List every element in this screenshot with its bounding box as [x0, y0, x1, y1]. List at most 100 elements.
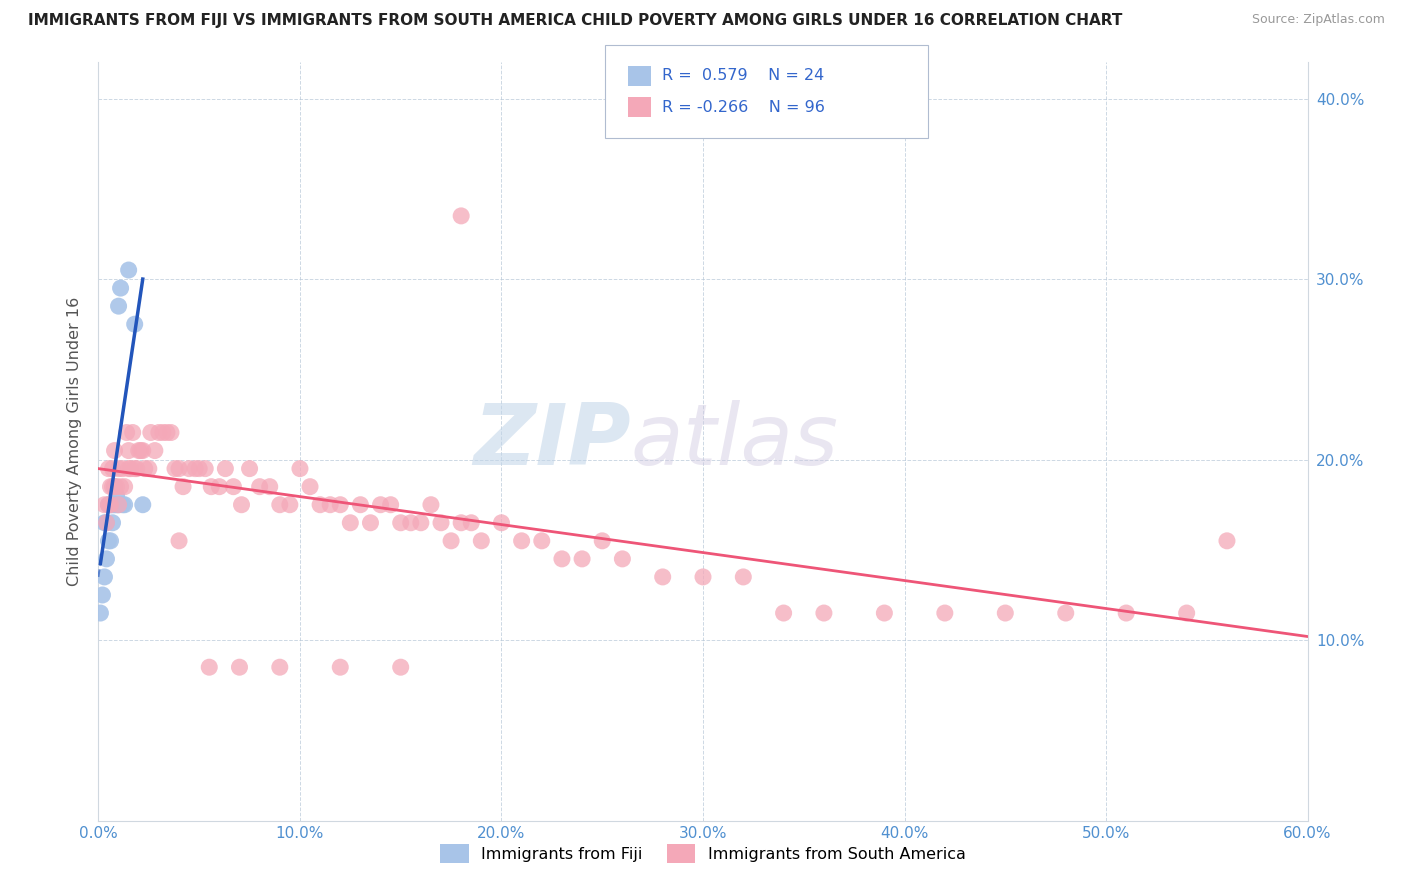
Point — [420, 498, 443, 512]
Point — [259, 480, 281, 494]
Point — [510, 533, 533, 548]
Point — [115, 425, 138, 440]
Point — [100, 498, 122, 512]
Point — [389, 660, 412, 674]
Point — [107, 299, 129, 313]
Point — [97, 498, 120, 512]
Point — [309, 498, 332, 512]
Point — [208, 480, 231, 494]
Point — [184, 461, 207, 475]
Point — [129, 443, 152, 458]
Point — [143, 443, 166, 458]
Point — [114, 480, 136, 494]
Point — [1216, 533, 1239, 548]
Point — [110, 480, 132, 494]
Point — [231, 498, 253, 512]
Point — [194, 461, 217, 475]
Point — [101, 516, 124, 530]
Point — [103, 443, 125, 458]
Point — [772, 606, 794, 620]
Point — [118, 443, 141, 458]
Point — [299, 480, 322, 494]
Point — [179, 461, 201, 475]
Point — [107, 498, 129, 512]
Point — [692, 570, 714, 584]
Point — [97, 461, 120, 475]
Point — [360, 516, 382, 530]
Point — [994, 606, 1017, 620]
Point — [1175, 606, 1198, 620]
Point — [101, 480, 124, 494]
Point — [120, 461, 142, 475]
Point — [278, 498, 301, 512]
Point — [430, 516, 453, 530]
Point — [214, 461, 236, 475]
Point — [450, 516, 472, 530]
Point — [105, 489, 128, 503]
Point — [103, 498, 125, 512]
Point — [269, 660, 291, 674]
Point — [118, 263, 141, 277]
Text: ZIP: ZIP — [472, 400, 630, 483]
Point — [370, 498, 392, 512]
Point — [148, 425, 170, 440]
Point — [239, 461, 262, 475]
Text: R =  0.579    N = 24: R = 0.579 N = 24 — [662, 69, 824, 83]
Point — [93, 570, 115, 584]
Point — [269, 498, 291, 512]
Text: Source: ZipAtlas.com: Source: ZipAtlas.com — [1251, 13, 1385, 27]
Text: atlas: atlas — [630, 400, 838, 483]
Point — [100, 480, 122, 494]
Point — [329, 498, 352, 512]
Point — [288, 461, 311, 475]
Point — [156, 425, 179, 440]
Legend: Immigrants from Fiji, Immigrants from South America: Immigrants from Fiji, Immigrants from So… — [433, 838, 973, 870]
Point — [571, 552, 593, 566]
Point — [103, 480, 125, 494]
Point — [118, 461, 141, 475]
Y-axis label: Child Poverty Among Girls Under 16: Child Poverty Among Girls Under 16 — [67, 297, 83, 586]
Point — [389, 516, 412, 530]
Point — [132, 498, 155, 512]
Point — [100, 498, 122, 512]
Point — [440, 533, 463, 548]
Point — [114, 498, 136, 512]
Point — [101, 461, 124, 475]
Point — [96, 516, 118, 530]
Point — [124, 461, 146, 475]
Point — [399, 516, 422, 530]
Point — [813, 606, 835, 620]
Text: IMMIGRANTS FROM FIJI VS IMMIGRANTS FROM SOUTH AMERICA CHILD POVERTY AMONG GIRLS : IMMIGRANTS FROM FIJI VS IMMIGRANTS FROM … — [28, 13, 1122, 29]
Point — [96, 516, 118, 530]
Point — [530, 533, 553, 548]
Point — [409, 516, 432, 530]
Point — [591, 533, 613, 548]
Point — [111, 498, 134, 512]
Point — [249, 480, 271, 494]
Text: R = -0.266    N = 96: R = -0.266 N = 96 — [662, 100, 825, 114]
Point — [110, 281, 132, 295]
Point — [105, 498, 128, 512]
Point — [121, 425, 143, 440]
Point — [93, 516, 115, 530]
Point — [651, 570, 673, 584]
Point — [101, 498, 124, 512]
Point — [138, 461, 160, 475]
Point — [96, 552, 118, 566]
Point — [134, 461, 156, 475]
Point — [228, 660, 250, 674]
Point — [470, 533, 492, 548]
Point — [329, 660, 352, 674]
Point — [319, 498, 342, 512]
Point — [132, 443, 155, 458]
Point — [97, 498, 120, 512]
Point — [200, 480, 222, 494]
Point — [124, 317, 146, 331]
Point — [107, 498, 129, 512]
Point — [491, 516, 513, 530]
Point — [349, 498, 371, 512]
Point — [1054, 606, 1077, 620]
Point — [125, 461, 148, 475]
Point — [612, 552, 634, 566]
Point — [163, 461, 186, 475]
